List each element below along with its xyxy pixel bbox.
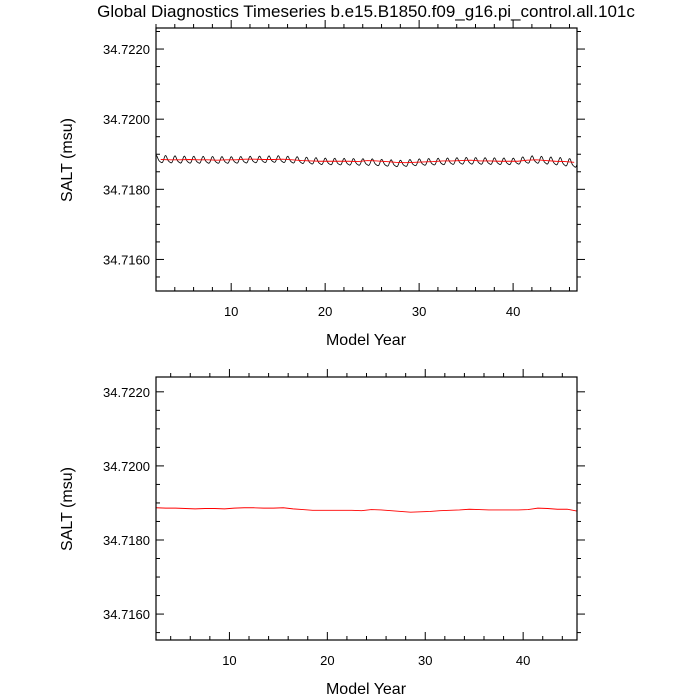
top-panel-monthly-series-line	[156, 155, 578, 168]
bottom-panel-x-tick-label: 30	[418, 653, 432, 668]
bottom-panel-plot-frame	[155, 376, 578, 641]
top-panel-y-tick-label: 34.7220	[103, 42, 150, 57]
bottom-panel: SALT (msu) Model Year 10 20 30 40 34.7160 34.…	[59, 369, 585, 698]
top-panel-plot-frame	[155, 27, 578, 292]
top-panel-y-tick-label: 34.7180	[103, 182, 150, 197]
top-panel-x-tick-label: 10	[224, 304, 238, 319]
bottom-panel-x-tick-label: 10	[222, 653, 236, 668]
figure-title: Global Diagnostics Timeseries b.e15.B185…	[97, 2, 635, 21]
top-panel-x-tick-label: 40	[506, 304, 520, 319]
bottom-panel-x-tick-label: 20	[320, 653, 334, 668]
bottom-panel-y-tick-label: 34.7160	[103, 607, 150, 622]
bottom-panel-x-axis-label: Model Year	[326, 681, 407, 698]
bottom-panel-y-axis-label: SALT (msu)	[59, 467, 76, 551]
bottom-panel-x-tick-label: 40	[516, 653, 530, 668]
bottom-panel-annual-series-line	[155, 507, 578, 513]
bottom-panel-y-tick-label: 34.7180	[103, 533, 150, 548]
top-panel-x-axis-label: Model Year	[326, 332, 407, 349]
bottom-panel-y-tick-label: 34.7220	[103, 385, 150, 400]
top-panel-y-axis-label: SALT (msu)	[59, 118, 76, 202]
top-panel-x-tick-label: 20	[318, 304, 332, 319]
top-panel-y-tick-label: 34.7160	[103, 252, 150, 267]
top-panel-annual-series-line	[160, 158, 575, 164]
bottom-panel-y-tick-label: 34.7200	[103, 459, 150, 474]
top-panel-y-tick-label: 34.7200	[103, 112, 150, 127]
top-panel-x-tick-label: 30	[412, 304, 426, 319]
top-panel: SALT (msu) Model Year 10 20 30 40 34.7160 34.…	[59, 20, 585, 349]
